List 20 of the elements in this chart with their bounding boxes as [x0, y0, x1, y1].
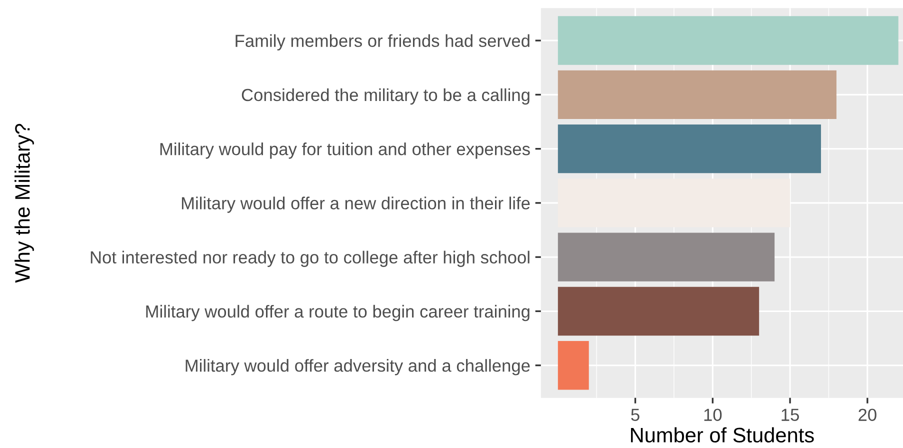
- bar: [558, 16, 898, 65]
- x-tick-label: 20: [858, 408, 876, 421]
- y-tick-label: Considered the military to be a calling: [242, 88, 530, 105]
- x-tick-label: 15: [782, 408, 799, 421]
- y-tick-label: Military would offer a route to begin career training: [146, 304, 530, 322]
- x-tick-label: 5: [631, 408, 640, 421]
- y-tick-label: Military would pay for tuition and other expenses: [160, 142, 530, 159]
- bar: [558, 124, 821, 174]
- bar: [558, 340, 589, 390]
- y-tick-label: Military would offer a new direction in their life: [182, 196, 530, 213]
- x-axis-title: Number of Students: [631, 427, 814, 443]
- y-axis-title: Why the Military?: [14, 124, 34, 283]
- y-tick-label: Family members or friends had served: [236, 34, 530, 50]
- y-tick-label: Not interested nor ready to go to college after high school: [90, 250, 530, 267]
- x-tick-label: 10: [704, 408, 722, 421]
- y-tick-label: Military would offer adversity and a challenge: [186, 359, 530, 376]
- bar: [558, 232, 775, 282]
- bar: [558, 70, 836, 120]
- bar: [558, 286, 760, 336]
- bar: [558, 178, 790, 228]
